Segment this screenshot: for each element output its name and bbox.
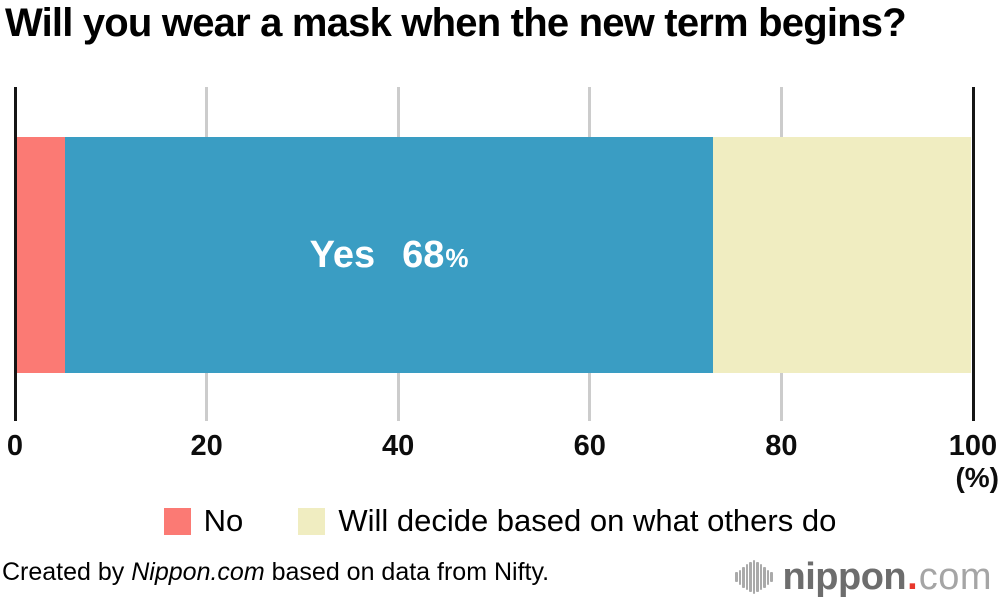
bar-segment-will-decide-based-on-what-others-do (713, 137, 971, 373)
plot-area: (%) 0 20 40 60 80 100 Yes 68% (7, 87, 999, 493)
legend: No Will decide based on what others do (0, 503, 1000, 539)
x-tick-label-40: 40 (382, 430, 415, 462)
soundwave-icon (735, 560, 773, 594)
right-axis-line (971, 87, 975, 421)
credit-prefix: Created by (2, 558, 132, 586)
bar-segment-no (17, 137, 65, 373)
stacked-bar: Yes 68% (17, 137, 971, 373)
legend-item-will-decide-based-on-what-others-do: Will decide based on what others do (298, 503, 836, 539)
x-tick-label-20: 20 (190, 430, 223, 462)
axis-unit-label: (%) (955, 462, 999, 493)
left-axis-line (13, 87, 17, 421)
logo-red-dot: . (907, 555, 918, 598)
logo-tld-text: com (918, 555, 992, 598)
logo-brand-text: nippon (782, 555, 907, 598)
legend-label: No (203, 503, 244, 538)
legend-swatch-will-decide-based-on-what-others-do (298, 507, 326, 535)
credit-text: Created by Nippon.com based on data from… (2, 558, 549, 587)
legend-swatch-no (163, 507, 191, 535)
x-tick-label-80: 80 (765, 430, 798, 462)
bar-segment-yes: Yes 68% (64, 137, 714, 373)
legend-label: Will decide based on what others do (338, 503, 837, 538)
x-tick-label-60: 60 (573, 430, 606, 462)
legend-item-no: No (163, 503, 244, 539)
credit-source: Nippon.com (131, 558, 265, 586)
x-tick-label-0: 0 (6, 430, 24, 462)
credit-suffix: based on data from Nifty. (264, 558, 550, 586)
nippon-logo: nippon . com (735, 554, 992, 600)
chart-title: Will you wear a mask when the new term b… (5, 1, 907, 45)
x-tick-label-100: 100 (948, 430, 998, 462)
bar-segment-label: Yes 68% (309, 233, 469, 276)
